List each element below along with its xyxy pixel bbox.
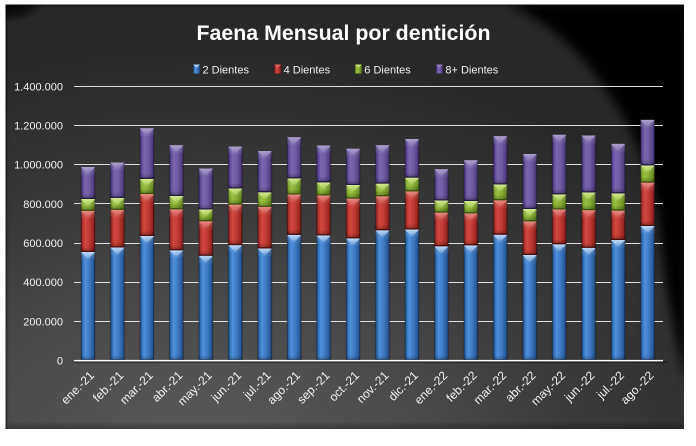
svg-text:400.000: 400.000 [23,277,63,289]
svg-text:8+ Dientes: 8+ Dientes [445,64,498,76]
svg-text:1.000.000: 1.000.000 [14,160,63,172]
svg-text:1.400.000: 1.400.000 [14,81,63,93]
svg-text:600.000: 600.000 [23,238,63,250]
svg-text:4 Dientes: 4 Dientes [284,64,331,76]
svg-text:Faena Mensual por dentición: Faena Mensual por dentición [197,22,491,45]
svg-text:2 Dientes: 2 Dientes [203,64,250,76]
svg-text:6 Dientes: 6 Dientes [364,64,411,76]
svg-text:200.000: 200.000 [23,316,63,328]
svg-text:800.000: 800.000 [23,199,63,211]
svg-text:1.200.000: 1.200.000 [14,121,63,133]
svg-text:0: 0 [57,356,63,368]
